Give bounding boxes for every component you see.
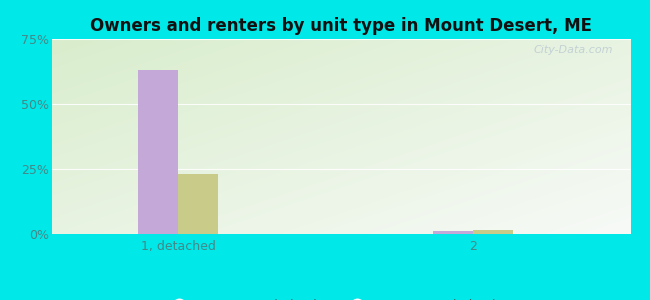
Bar — [473, 230, 513, 234]
Bar — [433, 231, 473, 234]
Title: Owners and renters by unit type in Mount Desert, ME: Owners and renters by unit type in Mount… — [90, 17, 592, 35]
Bar — [138, 70, 178, 234]
Bar — [178, 174, 218, 234]
Text: City-Data.com: City-Data.com — [534, 45, 613, 55]
Legend: Owner occupied units, Renter occupied units: Owner occupied units, Renter occupied un… — [171, 295, 512, 300]
